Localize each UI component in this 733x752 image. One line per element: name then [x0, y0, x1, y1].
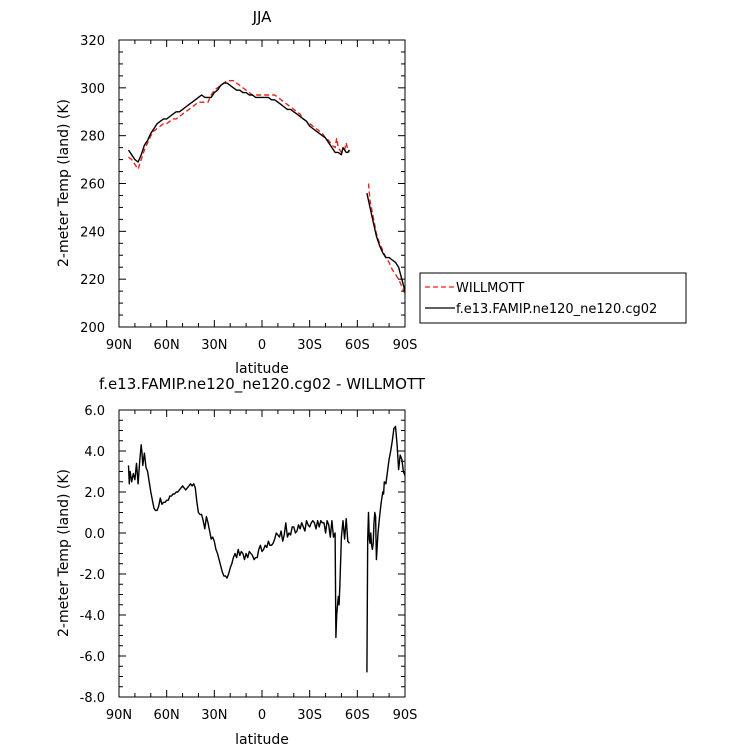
- top-ytick-label: 240: [80, 225, 105, 240]
- bottom-xtick-label: 0: [258, 708, 266, 723]
- bottom-ytick-label: 6.0: [84, 404, 105, 419]
- bottom-ylabel: 2-meter Temp (land) (K): [56, 469, 72, 637]
- bottom-ytick-label: 0.0: [84, 527, 105, 542]
- bottom-xtick-label: 30N: [201, 708, 227, 723]
- bottom-plot-content: [127, 425, 406, 673]
- top-plot-content: [127, 79, 406, 294]
- bottom-xtick-label: 90N: [106, 708, 132, 723]
- bottom-xtick-label: 60S: [345, 708, 370, 723]
- bottom-series-0-line-segment-1: [366, 425, 406, 673]
- legend-label-model: f.e13.FAMIP.ne120_ne120.cg02: [456, 302, 657, 317]
- top-ylabel: 2-meter Temp (land) (K): [56, 99, 72, 267]
- legend: WILLMOTT f.e13.FAMIP.ne120_ne120.cg02: [419, 272, 687, 324]
- top-xtick-label: 60N: [154, 338, 180, 353]
- top-xtick-label: 0: [258, 338, 266, 353]
- bottom-ytick-label: 2.0: [84, 486, 105, 501]
- top-xtick-label: 90N: [106, 338, 132, 353]
- bottom-xtick-label: 60N: [154, 708, 180, 723]
- bottom-ytick-label: -2.0: [80, 568, 105, 583]
- top-xtick-label: 60S: [345, 338, 370, 353]
- legend-box: [419, 272, 687, 324]
- bottom-ytick-label: -6.0: [80, 650, 105, 665]
- bottom-panel: f.e13.FAMIP.ne120_ne120.cg02 - WILLMOTT …: [56, 375, 426, 748]
- bottom-ytick-label: -8.0: [80, 691, 105, 706]
- top-panel: JJA 90N 60N 30N 0 30S 60S 90S 200 220 240 260 280 30…: [56, 8, 687, 377]
- bottom-xlabel: latitude: [235, 732, 289, 748]
- top-series-0-line-segment-1: [367, 183, 406, 294]
- top-ytick-label: 280: [80, 130, 105, 145]
- bottom-ytick-label: -4.0: [80, 609, 105, 624]
- top-ytick-label: 220: [80, 273, 105, 288]
- top-xtick-label: 30S: [297, 338, 322, 353]
- top-ytick-label: 200: [80, 321, 105, 336]
- top-ytick-label: 300: [80, 82, 105, 97]
- legend-label-willmott: WILLMOTT: [456, 281, 524, 296]
- top-xtick-label: 30N: [201, 338, 227, 353]
- top-ytick-label: 260: [80, 178, 105, 193]
- bottom-ytick-label: 4.0: [84, 445, 105, 460]
- bottom-plot-frame: [118, 409, 406, 698]
- top-xtick-label: 90S: [393, 338, 418, 353]
- bottom-series-0-line-segment-0: [127, 444, 350, 639]
- bottom-xtick-label: 90S: [393, 708, 418, 723]
- bottom-xtick-label: 30S: [297, 708, 322, 723]
- top-series-1-line-segment-0: [127, 82, 350, 163]
- bottom-title: f.e13.FAMIP.ne120_ne120.cg02 - WILLMOTT: [99, 375, 426, 394]
- top-axes: 90N 60N 30N 0 30S 60S 90S 200 220 240 260 280 300 320: [80, 34, 417, 353]
- top-series-1-line-segment-1: [366, 192, 406, 292]
- top-series-0-line-segment-0: [128, 79, 350, 170]
- top-xlabel: latitude: [235, 361, 289, 377]
- top-ytick-label: 320: [80, 34, 105, 49]
- top-title: JJA: [252, 8, 273, 26]
- bottom-axes: 90N 60N 30N 0 30S 60S 90S -8.0 -6.0 -4.0 -2.0 0.0 2.…: [80, 404, 418, 723]
- top-plot-frame: [118, 39, 406, 328]
